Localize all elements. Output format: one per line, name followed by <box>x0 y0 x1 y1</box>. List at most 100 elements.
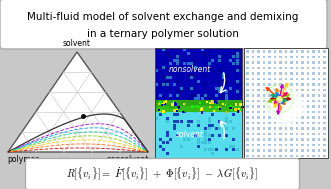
Bar <box>208 76 211 79</box>
Bar <box>159 97 162 100</box>
Bar <box>204 130 207 134</box>
Bar <box>252 50 254 53</box>
Bar <box>190 106 193 109</box>
Bar <box>197 130 200 134</box>
Bar <box>232 138 235 141</box>
Bar <box>228 87 232 90</box>
Bar <box>279 143 281 146</box>
Bar <box>228 90 232 93</box>
Bar <box>194 97 197 100</box>
Bar <box>228 59 232 62</box>
Bar <box>176 66 179 69</box>
Bar <box>241 106 244 108</box>
Bar <box>235 76 239 79</box>
Bar <box>218 73 221 76</box>
Bar <box>176 94 179 97</box>
Bar <box>228 101 232 104</box>
Bar <box>162 134 165 137</box>
Bar <box>214 62 218 65</box>
Bar <box>172 62 176 65</box>
Bar <box>155 100 242 112</box>
Bar <box>190 134 193 137</box>
Bar <box>159 130 162 134</box>
Bar <box>323 61 325 64</box>
Bar <box>232 62 235 65</box>
Bar <box>162 97 165 100</box>
Bar <box>273 154 276 157</box>
Bar <box>225 90 228 93</box>
Bar <box>179 145 183 148</box>
Bar <box>232 59 235 62</box>
Text: polymer: polymer <box>7 155 38 164</box>
Bar <box>183 76 186 79</box>
Bar <box>169 113 172 116</box>
Bar <box>159 66 162 69</box>
Bar <box>317 138 320 140</box>
Bar <box>183 120 186 123</box>
Bar <box>285 132 287 135</box>
Bar <box>234 108 237 111</box>
Bar <box>169 48 172 51</box>
Bar <box>179 73 183 76</box>
Bar <box>169 80 172 83</box>
Bar <box>279 138 281 140</box>
Bar <box>285 116 287 119</box>
Bar <box>186 76 190 79</box>
Bar <box>166 90 169 93</box>
Bar <box>235 116 239 120</box>
Bar <box>166 106 169 109</box>
Bar <box>296 50 298 53</box>
Bar <box>183 80 186 83</box>
Bar <box>252 67 254 69</box>
Bar <box>301 88 304 91</box>
Bar <box>279 116 281 119</box>
Bar <box>162 69 165 72</box>
Bar <box>290 132 293 135</box>
Bar <box>296 61 298 64</box>
Bar <box>183 51 186 55</box>
Bar <box>246 138 249 140</box>
Bar <box>218 130 221 134</box>
Bar <box>179 59 183 62</box>
Bar <box>273 99 276 102</box>
Bar <box>252 61 254 64</box>
Bar <box>190 127 193 130</box>
Bar <box>296 83 298 85</box>
Bar <box>296 77 298 80</box>
Bar <box>172 116 176 120</box>
Bar <box>172 123 176 127</box>
Bar <box>214 145 218 148</box>
Bar <box>197 59 200 62</box>
Bar <box>312 83 314 85</box>
Bar <box>169 62 172 65</box>
Bar <box>183 101 186 104</box>
Bar <box>232 101 235 104</box>
Bar <box>317 67 320 69</box>
Bar <box>232 87 235 90</box>
Bar <box>155 66 158 69</box>
Bar <box>175 109 178 111</box>
Bar <box>172 94 176 97</box>
Bar <box>186 66 190 69</box>
Bar <box>158 103 161 105</box>
Bar <box>172 101 174 103</box>
Bar <box>166 69 169 72</box>
Bar <box>235 103 237 106</box>
Bar <box>172 83 176 86</box>
Bar <box>235 152 239 155</box>
Bar <box>186 130 190 134</box>
Bar <box>162 83 165 86</box>
Bar <box>172 48 176 51</box>
Bar <box>208 59 211 62</box>
Bar <box>232 116 235 120</box>
Bar <box>273 122 276 124</box>
Bar <box>218 141 221 144</box>
Bar <box>228 94 232 97</box>
Bar <box>169 59 172 62</box>
Bar <box>186 106 190 109</box>
Bar <box>273 127 276 129</box>
Bar <box>228 80 232 83</box>
Bar <box>201 51 204 55</box>
Bar <box>232 66 235 69</box>
Bar <box>199 102 201 104</box>
